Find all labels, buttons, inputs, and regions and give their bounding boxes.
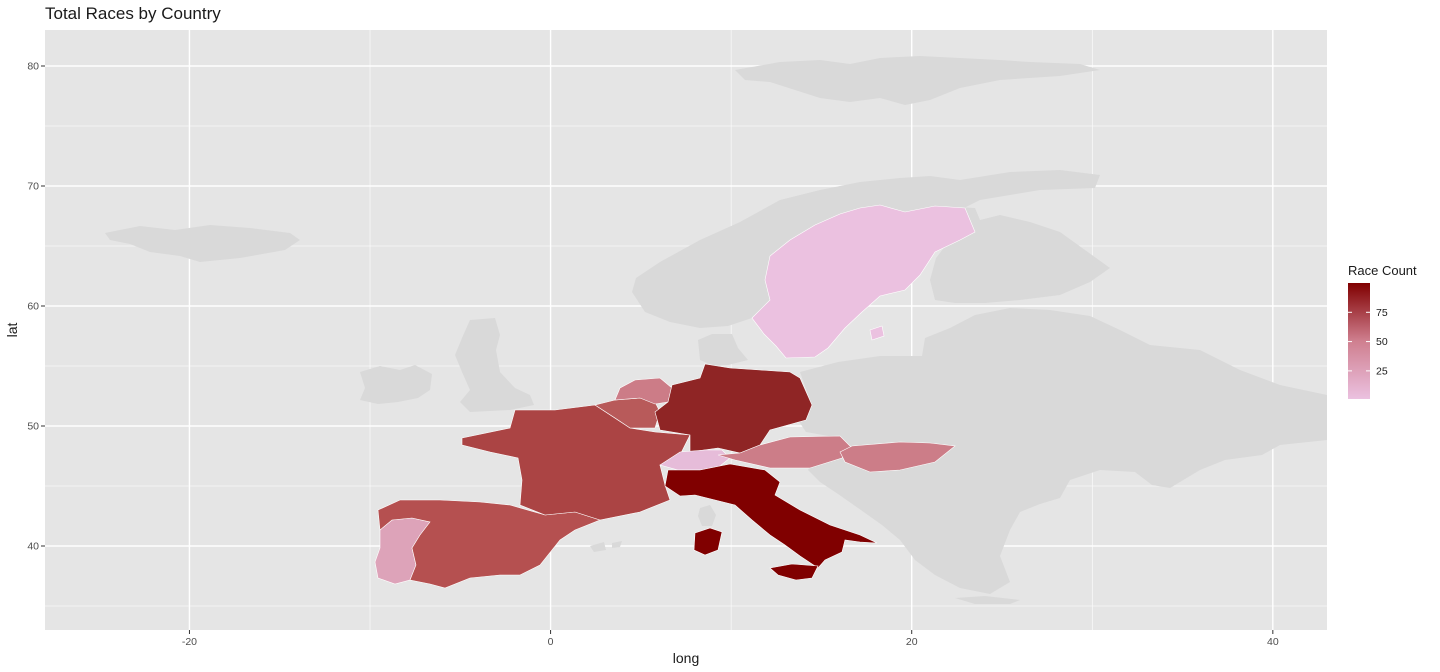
corsica-shape bbox=[698, 505, 716, 526]
map-land bbox=[105, 56, 1327, 604]
x-tick-label: -20 bbox=[182, 636, 197, 648]
country-italy-sicily bbox=[769, 563, 819, 581]
legend-tick-label: 25 bbox=[1376, 365, 1388, 377]
x-tick-label: 0 bbox=[548, 636, 554, 648]
country-sweden-gotland bbox=[869, 325, 885, 341]
balearic-islands-shape bbox=[590, 541, 622, 552]
country-italy bbox=[664, 463, 878, 569]
eastern-europe-shape bbox=[798, 308, 1327, 594]
y-tick-label: 40 bbox=[27, 541, 39, 553]
finland-shape bbox=[930, 206, 1110, 303]
norway-shape bbox=[632, 170, 1100, 328]
country-france bbox=[461, 404, 691, 521]
country-germany bbox=[654, 363, 813, 454]
axes: -20 0 20 40 40 50 60 70 80 bbox=[27, 61, 1279, 649]
legend-tick-label: 75 bbox=[1376, 307, 1388, 319]
country-hungary bbox=[839, 441, 956, 473]
x-axis-title: long bbox=[673, 650, 699, 666]
iceland-shape bbox=[105, 225, 300, 262]
page-title: Total Races by Country bbox=[45, 4, 221, 23]
country-spain bbox=[377, 499, 601, 589]
y-tick-label: 70 bbox=[27, 181, 39, 193]
crete-shape bbox=[955, 596, 1020, 604]
ireland-shape bbox=[360, 365, 432, 404]
legend-colorbar bbox=[1348, 283, 1370, 399]
y-axis-title: lat bbox=[4, 323, 20, 338]
x-tick-label: 40 bbox=[1267, 636, 1279, 648]
y-tick-label: 50 bbox=[27, 421, 39, 433]
x-tick-label: 20 bbox=[906, 636, 918, 648]
legend-tick-label: 50 bbox=[1376, 336, 1388, 348]
legend-title: Race Count bbox=[1348, 263, 1417, 278]
svalbard-shape bbox=[735, 56, 1100, 105]
legend-ticks: 25 50 75 bbox=[1348, 307, 1388, 377]
y-tick-label: 80 bbox=[27, 61, 39, 73]
country-sweden bbox=[751, 204, 976, 359]
great-britain-shape bbox=[455, 318, 534, 412]
legend: Race Count 25 50 75 bbox=[1348, 263, 1417, 399]
denmark-shape bbox=[698, 334, 748, 366]
y-tick-label: 60 bbox=[27, 301, 39, 313]
plot-panel bbox=[45, 30, 1327, 630]
country-italy-sardinia bbox=[693, 527, 723, 556]
